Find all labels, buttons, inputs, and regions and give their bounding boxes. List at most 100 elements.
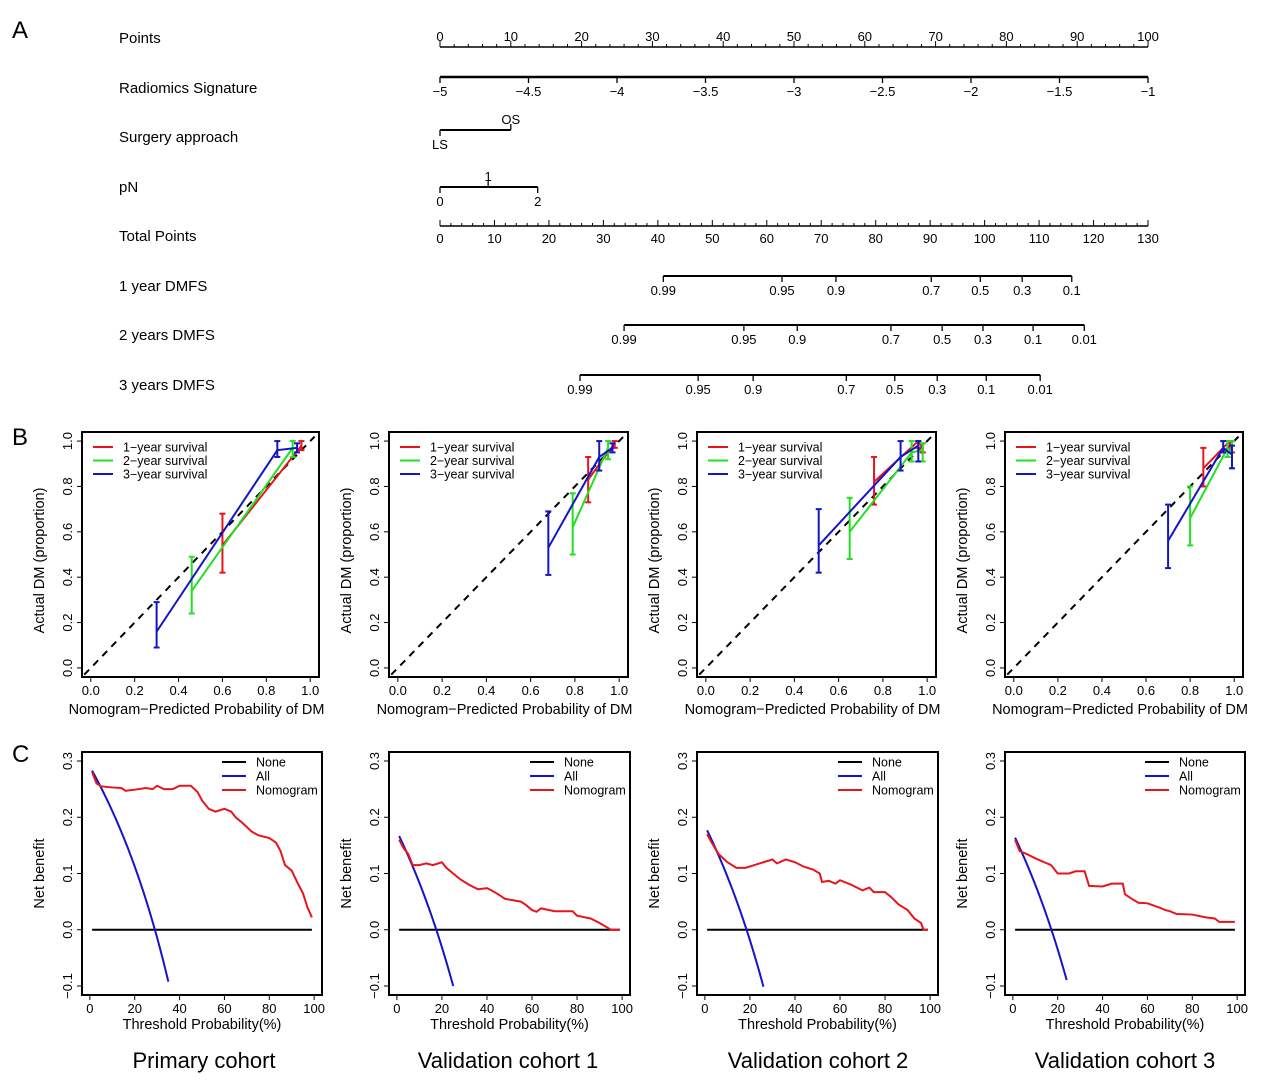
x-tick-label: 80 xyxy=(262,1001,276,1016)
tick-label: 0.1 xyxy=(1024,332,1042,347)
legend-label: Nomogram xyxy=(1179,784,1241,798)
tick-label: 0.99 xyxy=(611,332,636,347)
y-tick-label: 0.3 xyxy=(983,752,998,770)
tick-label: 0.5 xyxy=(886,382,904,397)
curve-nomogram xyxy=(1014,839,1235,923)
x-axis-label: Threshold Probability(%) xyxy=(123,1017,282,1033)
x-tick-label: 0.8 xyxy=(257,683,275,698)
curve-all xyxy=(1014,837,1068,981)
y-tick-label: 0.2 xyxy=(367,614,382,632)
tick-label: 60 xyxy=(760,231,774,246)
x-tick-label: 0.6 xyxy=(213,683,231,698)
tick-label: 0.95 xyxy=(769,283,794,298)
tick-label: 70 xyxy=(928,29,942,44)
y-tick-label: 0.2 xyxy=(60,614,75,632)
decision-curve-plots: 0 20 40 60 80 100 −0.1 0.0 0.1 0.2 0.3 Threshold Pr… xyxy=(32,751,1248,1033)
x-tick-label: 20 xyxy=(1050,1001,1064,1016)
legend-label: 1−year survival xyxy=(1046,441,1130,455)
y-tick-label: 0.8 xyxy=(983,477,998,495)
tick-label: −2 xyxy=(964,84,979,99)
y-tick-label: 1.0 xyxy=(675,432,690,450)
x-tick-label: 100 xyxy=(1226,1001,1248,1016)
calibration-plot-validation-cohort-1: 0.0 0.2 0.4 0.6 0.8 1.0 0.0 0.2 0.4 0.6 0.8 1.0 Nomo… xyxy=(339,431,632,718)
tick-label: 0.9 xyxy=(744,382,762,397)
x-tick-label: 0.4 xyxy=(477,683,495,698)
curve-all xyxy=(398,835,455,987)
tick-label: OS xyxy=(501,112,520,127)
x-axis-label: Nomogram−Predicted Probability of DM xyxy=(69,702,325,718)
decision-curve-validation-cohort-1: 0 20 40 60 80 100 −0.1 0.0 0.1 0.2 0.3 Threshold Pr… xyxy=(339,751,633,1033)
x-tick-label: 0.6 xyxy=(522,683,540,698)
legend-label: 2−year survival xyxy=(1046,454,1130,468)
y-tick-label: 0.3 xyxy=(675,752,690,770)
x-tick-label: 0.2 xyxy=(1049,683,1067,698)
calibration-line xyxy=(547,447,614,549)
legend-label: 2−year survival xyxy=(738,454,822,468)
x-tick-label: 60 xyxy=(833,1001,847,1016)
tick-label: −2.5 xyxy=(870,84,896,99)
y-tick-label: −0.1 xyxy=(60,973,75,999)
tick-label: 120 xyxy=(1083,231,1105,246)
curve-nomogram xyxy=(398,839,620,931)
y-tick-label: 0.4 xyxy=(60,568,75,586)
calibration-line xyxy=(190,447,294,592)
y-tick-label: 1.0 xyxy=(983,432,998,450)
y-tick-label: 0.6 xyxy=(60,523,75,541)
x-tick-label: 100 xyxy=(919,1001,941,1016)
tick-label: 80 xyxy=(999,29,1013,44)
x-tick-label: 0.6 xyxy=(1137,683,1155,698)
series-2-year-survival xyxy=(1187,440,1235,547)
tick-label: 0.99 xyxy=(567,382,592,397)
tick-label: 80 xyxy=(868,231,882,246)
tick-label: 0.01 xyxy=(1028,382,1053,397)
y-tick-label: 0.3 xyxy=(60,752,75,770)
y-tick-label: 0.4 xyxy=(675,568,690,586)
caption-validation-cohort-1: Validation cohort 1 xyxy=(418,1048,599,1073)
x-tick-label: 0.4 xyxy=(1093,683,1111,698)
x-tick-label: 80 xyxy=(570,1001,584,1016)
y-tick-label: 0.0 xyxy=(60,921,75,939)
tick-label: 0 xyxy=(436,231,443,246)
tick-label: 40 xyxy=(651,231,665,246)
series-3-year-survival xyxy=(815,440,922,574)
legend-label: All xyxy=(1179,770,1193,784)
calibration-plot-primary-cohort: 0.0 0.2 0.4 0.6 0.8 1.0 0.0 0.2 0.4 0.6 0.8 1.0 Nomo… xyxy=(32,431,325,718)
y-tick-label: 0.1 xyxy=(983,864,998,882)
decision-curve-primary-cohort: 0 20 40 60 80 100 −0.1 0.0 0.1 0.2 0.3 Threshold Pr… xyxy=(32,751,325,1033)
y-tick-label: 0.4 xyxy=(367,568,382,586)
series-3-year-survival xyxy=(545,440,616,576)
row-label: Surgery approach xyxy=(119,129,238,146)
tick-label: 130 xyxy=(1137,231,1159,246)
tick-label: 90 xyxy=(1070,29,1084,44)
y-tick-label: 0.2 xyxy=(60,808,75,826)
tick-label: 0.5 xyxy=(933,332,951,347)
x-tick-label: 0.4 xyxy=(785,683,803,698)
tick-label: 50 xyxy=(787,29,801,44)
plot-frame xyxy=(81,431,320,678)
tick-label: 0 xyxy=(436,194,443,209)
x-tick-label: 1.0 xyxy=(610,683,628,698)
tick-label: 100 xyxy=(1137,29,1159,44)
decision-curve-validation-cohort-2: 0 20 40 60 80 100 −0.1 0.0 0.1 0.2 0.3 Threshold Pr… xyxy=(647,751,941,1033)
x-tick-label: 80 xyxy=(878,1001,892,1016)
tick-label: 60 xyxy=(858,29,872,44)
nomogram-row-1-year-dmfs: 1 year DMFS 0.99 0.95 0.9 0.7 0.5 0.3 0.1 xyxy=(119,275,1081,298)
x-tick-label: 40 xyxy=(788,1001,802,1016)
y-tick-label: 0.0 xyxy=(675,921,690,939)
calibration-plot-validation-cohort-3: 0.0 0.2 0.4 0.6 0.8 1.0 0.0 0.2 0.4 0.6 0.8 1.0 Nomo… xyxy=(955,431,1248,718)
x-tick-label: 0.0 xyxy=(389,683,407,698)
plot-frame xyxy=(696,431,937,678)
series-1-year-survival xyxy=(1200,439,1235,488)
tick-label: 20 xyxy=(574,29,588,44)
tick-label: −5 xyxy=(433,84,448,99)
y-tick-label: 0.0 xyxy=(367,659,382,677)
x-tick-label: 0 xyxy=(86,1001,93,1016)
tick-label: 10 xyxy=(504,29,518,44)
legend-label: 1−year survival xyxy=(123,441,207,455)
calibration-plots: 0.0 0.2 0.4 0.6 0.8 1.0 0.0 0.2 0.4 0.6 0.8 1.0 Nomo… xyxy=(32,431,1248,718)
x-tick-label: 100 xyxy=(303,1001,325,1016)
caption-validation-cohort-3: Validation cohort 3 xyxy=(1035,1048,1216,1073)
x-tick-label: 60 xyxy=(217,1001,231,1016)
y-tick-label: 0.1 xyxy=(60,864,75,882)
legend-label: 3−year survival xyxy=(123,468,207,482)
